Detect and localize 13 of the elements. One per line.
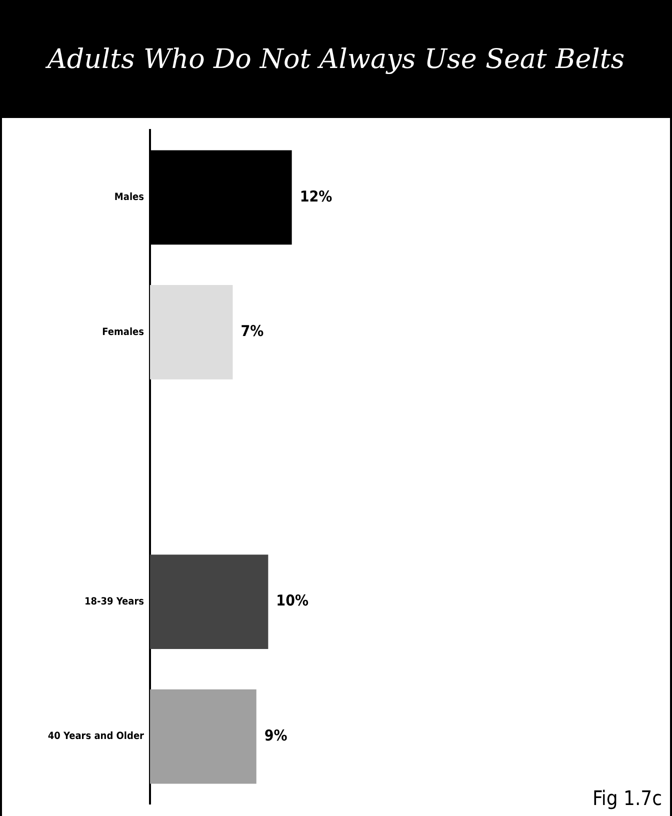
y-tick-label: 40 Years and Older bbox=[48, 731, 145, 742]
y-tick-label: 18-39 Years bbox=[84, 596, 144, 608]
bar bbox=[150, 554, 268, 649]
data-label: 9% bbox=[264, 726, 288, 744]
y-tick-label: Females bbox=[102, 326, 144, 338]
bar bbox=[150, 689, 256, 784]
data-label: 7% bbox=[240, 322, 264, 340]
data-label: 12% bbox=[300, 187, 333, 206]
bar bbox=[150, 285, 233, 380]
chart-title: Adults Who Do Not Always Use Seat Belts bbox=[2, 0, 670, 118]
y-tick-label: Males bbox=[114, 192, 144, 203]
data-label: 10% bbox=[276, 592, 309, 610]
annotation: Fig 1.7c bbox=[592, 786, 662, 810]
